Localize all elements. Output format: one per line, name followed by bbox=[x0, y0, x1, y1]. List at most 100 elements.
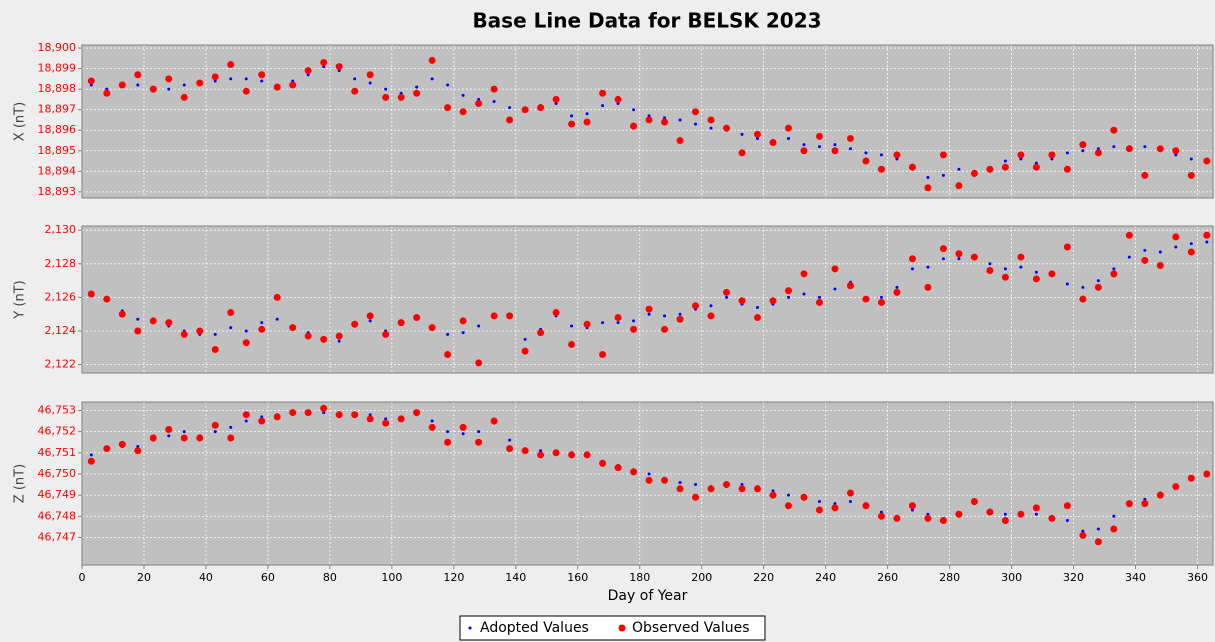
observed-point bbox=[1063, 165, 1071, 173]
adopted-point bbox=[1003, 512, 1007, 516]
x-tick-label: 100 bbox=[381, 571, 402, 584]
adopted-point bbox=[725, 295, 729, 299]
observed-point bbox=[1187, 248, 1195, 256]
observed-point bbox=[939, 151, 947, 159]
observed-point bbox=[382, 419, 390, 427]
observed-point bbox=[242, 411, 250, 419]
observed-point bbox=[723, 288, 731, 296]
adopted-point bbox=[910, 508, 914, 512]
observed-point bbox=[908, 502, 916, 510]
x-tick-label: 260 bbox=[877, 571, 898, 584]
observed-point bbox=[614, 314, 622, 322]
observed-point bbox=[1079, 295, 1087, 303]
x-tick-label: 240 bbox=[815, 571, 836, 584]
adopted-point bbox=[368, 319, 372, 323]
observed-point bbox=[754, 314, 762, 322]
adopted-point bbox=[182, 83, 186, 87]
adopted-point bbox=[182, 430, 186, 434]
observed-point bbox=[1110, 126, 1118, 134]
adopted-point bbox=[446, 430, 450, 434]
adopted-point bbox=[1158, 250, 1162, 254]
adopted-point bbox=[523, 337, 527, 341]
adopted-point bbox=[848, 147, 852, 151]
adopted-point bbox=[446, 83, 450, 87]
adopted-point bbox=[570, 114, 574, 118]
y-tick-label: 46,749 bbox=[38, 488, 77, 501]
observed-point bbox=[211, 421, 219, 429]
x-tick-label: 120 bbox=[443, 571, 464, 584]
y-tick-label: 18,896 bbox=[38, 123, 77, 136]
y-tick-label: 46,753 bbox=[38, 403, 77, 416]
observed-point bbox=[227, 434, 235, 442]
observed-point bbox=[304, 409, 312, 417]
adopted-point bbox=[694, 122, 698, 126]
observed-point bbox=[149, 434, 157, 442]
observed-point bbox=[1156, 261, 1164, 269]
plot-border bbox=[81, 225, 1214, 374]
y-tick-label: 18,900 bbox=[38, 41, 77, 54]
adopted-point bbox=[1143, 248, 1147, 252]
observed-point bbox=[877, 512, 885, 520]
observed-point bbox=[413, 314, 421, 322]
adopted-point bbox=[817, 295, 821, 299]
adopted-point bbox=[817, 145, 821, 149]
adopted-point bbox=[926, 175, 930, 179]
adopted-point bbox=[1112, 145, 1116, 149]
observed-point bbox=[134, 447, 142, 455]
adopted-point bbox=[663, 314, 667, 318]
observed-point bbox=[769, 297, 777, 305]
observed-point bbox=[366, 71, 374, 79]
x-tick-label: 340 bbox=[1125, 571, 1146, 584]
adopted-point bbox=[244, 419, 248, 423]
observed-point bbox=[645, 305, 653, 313]
observed-point bbox=[382, 330, 390, 338]
observed-point bbox=[1048, 270, 1056, 278]
observed-point bbox=[1141, 171, 1149, 179]
observed-point bbox=[583, 320, 591, 328]
adopted-point bbox=[601, 321, 605, 325]
observed-point bbox=[784, 124, 792, 132]
legend-box bbox=[459, 615, 766, 641]
x-tick-label: 60 bbox=[261, 571, 275, 584]
observed-point bbox=[521, 106, 529, 114]
adopted-point bbox=[508, 106, 512, 110]
y-tick-label: 2,130 bbox=[45, 223, 77, 236]
adopted-point bbox=[430, 419, 434, 423]
observed-point bbox=[815, 132, 823, 140]
observed-point bbox=[506, 445, 514, 453]
y-tick-label: 18,897 bbox=[38, 103, 77, 116]
observed-point bbox=[815, 506, 823, 514]
observed-point bbox=[1141, 500, 1149, 508]
adopted-point bbox=[539, 449, 543, 453]
y-tick-label: 2,124 bbox=[45, 324, 77, 337]
adopted-point bbox=[136, 444, 140, 448]
observed-point bbox=[490, 417, 498, 425]
observed-point bbox=[351, 320, 359, 328]
observed-point bbox=[877, 165, 885, 173]
observed-point bbox=[490, 312, 498, 320]
adopted-point bbox=[833, 287, 837, 291]
plot-area bbox=[82, 402, 1213, 565]
adopted-point bbox=[632, 319, 636, 323]
adopted-point bbox=[786, 136, 790, 140]
adopted-point bbox=[941, 257, 945, 261]
observed-point bbox=[908, 255, 916, 263]
observed-point bbox=[537, 451, 545, 459]
observed-point bbox=[707, 116, 715, 124]
adopted-point bbox=[879, 510, 883, 514]
adopted-point bbox=[1065, 151, 1069, 155]
observed-point bbox=[1110, 525, 1118, 533]
adopted-point bbox=[833, 143, 837, 147]
observed-point bbox=[475, 359, 483, 367]
observed-point bbox=[1032, 504, 1040, 512]
x-tick-label: 360 bbox=[1187, 571, 1208, 584]
observed-point bbox=[1156, 145, 1164, 153]
observed-point bbox=[552, 309, 560, 317]
observed-point bbox=[320, 404, 328, 412]
observed-point bbox=[986, 508, 994, 516]
observed-point bbox=[444, 104, 452, 112]
observed-point bbox=[692, 493, 700, 501]
x-tick-label: 200 bbox=[691, 571, 712, 584]
adopted-point bbox=[848, 499, 852, 503]
observed-point bbox=[273, 413, 281, 421]
